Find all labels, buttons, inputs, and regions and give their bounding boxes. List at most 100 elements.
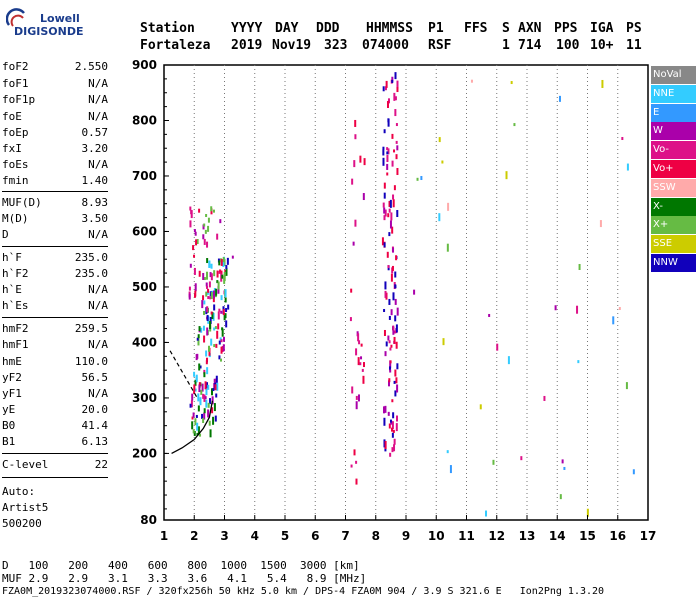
echo-mark (394, 109, 397, 117)
echo-mark (216, 330, 219, 339)
header-label-hhmmss: HHMMSS (366, 21, 413, 36)
echo-mark (207, 409, 210, 418)
echo-mark (192, 429, 195, 434)
echo-mark (203, 372, 206, 378)
echo-mark (195, 414, 198, 418)
y-tick-label: 400 (132, 335, 157, 349)
echo-mark (210, 208, 213, 215)
echo-mark (386, 147, 389, 151)
echo-mark (193, 430, 196, 436)
echo-mark (197, 405, 200, 412)
echo-mark (543, 395, 546, 401)
echo-mark (213, 403, 216, 412)
echo-mark (202, 224, 205, 230)
echo-mark (357, 333, 360, 342)
echo-mark (218, 340, 221, 345)
echo-mark (198, 385, 201, 393)
echo-mark (352, 241, 355, 246)
echo-mark (194, 231, 197, 236)
echo-mark (390, 212, 393, 221)
legend-item: SSW (651, 178, 696, 197)
echo-mark (353, 160, 356, 168)
header-label-s: S (502, 21, 510, 36)
echo-mark (394, 315, 397, 322)
echo-mark (217, 323, 220, 330)
echo-mark (395, 415, 398, 422)
digisonde-logo-icon (6, 8, 25, 27)
legend-item: NNW (651, 254, 696, 272)
header-label-ffs: FFS (464, 21, 488, 36)
header-value-year: 2019 (231, 38, 263, 53)
separator (2, 477, 108, 478)
echo-mark (213, 344, 216, 348)
echo-mark (382, 149, 385, 156)
header-value-ps: 11 (626, 38, 642, 53)
echo-mark (206, 382, 209, 389)
param-row: yF2 56.5 (2, 371, 108, 384)
echo-mark (203, 223, 206, 227)
echo-mark (388, 232, 391, 237)
echo-mark (198, 326, 201, 332)
echo-mark (392, 292, 395, 301)
separator (2, 246, 108, 247)
echo-mark (601, 79, 604, 88)
echo-mark (191, 421, 194, 430)
header-value-station: Fortaleza (140, 38, 211, 53)
echo-mark (438, 213, 441, 222)
param-row: foF1 N/A (2, 77, 108, 90)
echo-mark (626, 163, 629, 171)
echo-mark (354, 119, 357, 127)
echo-mark (218, 260, 221, 266)
echo-mark (204, 381, 207, 390)
echo-mark (618, 306, 621, 310)
echo-mark (207, 288, 210, 293)
echo-mark (212, 290, 215, 299)
echo-mark (387, 411, 390, 416)
echo-mark (196, 432, 199, 436)
echo-mark (388, 340, 391, 344)
echo-mark (396, 307, 399, 316)
echo-mark (192, 245, 195, 251)
echo-mark (488, 313, 491, 317)
echo-mark (383, 182, 386, 189)
echo-mark (393, 438, 396, 445)
echo-mark (224, 297, 227, 303)
echo-mark (492, 459, 495, 465)
echo-mark (208, 260, 211, 268)
echo-mark (390, 309, 393, 316)
echo-mark (383, 192, 386, 199)
logo-name: DIGISONDE (14, 25, 84, 38)
y-tick-label: 600 (132, 224, 157, 238)
echo-mark (384, 351, 387, 357)
header-value-iga: 10+ (590, 38, 614, 53)
profile-curve (171, 400, 214, 454)
echo-mark (190, 400, 193, 408)
echo-mark (416, 177, 419, 181)
echo-mark (395, 154, 398, 160)
echo-mark (189, 263, 192, 268)
echo-mark (561, 459, 564, 464)
echo-mark (382, 86, 385, 92)
legend-item: SSE (651, 235, 696, 254)
echo-mark (219, 219, 222, 224)
param-row: hmF2 259.5 (2, 322, 108, 335)
echo-mark (222, 344, 225, 352)
echo-mark (203, 335, 206, 343)
echo-mark (392, 325, 395, 331)
echo-mark (211, 312, 214, 320)
echo-mark (392, 199, 395, 208)
param-row: h`E N/A (2, 283, 108, 296)
echo-mark (198, 382, 201, 386)
echo-mark (216, 280, 219, 284)
echo-mark (205, 360, 208, 365)
echo-mark (391, 79, 394, 83)
echo-mark (349, 317, 352, 322)
echo-mark (447, 202, 450, 211)
y-tick-label: 300 (132, 391, 157, 405)
legend-item: W (651, 122, 696, 141)
echo-mark (205, 388, 208, 396)
echo-mark (513, 123, 516, 127)
echo-mark (203, 369, 206, 374)
echo-mark (383, 309, 386, 313)
echo-mark (205, 282, 208, 287)
